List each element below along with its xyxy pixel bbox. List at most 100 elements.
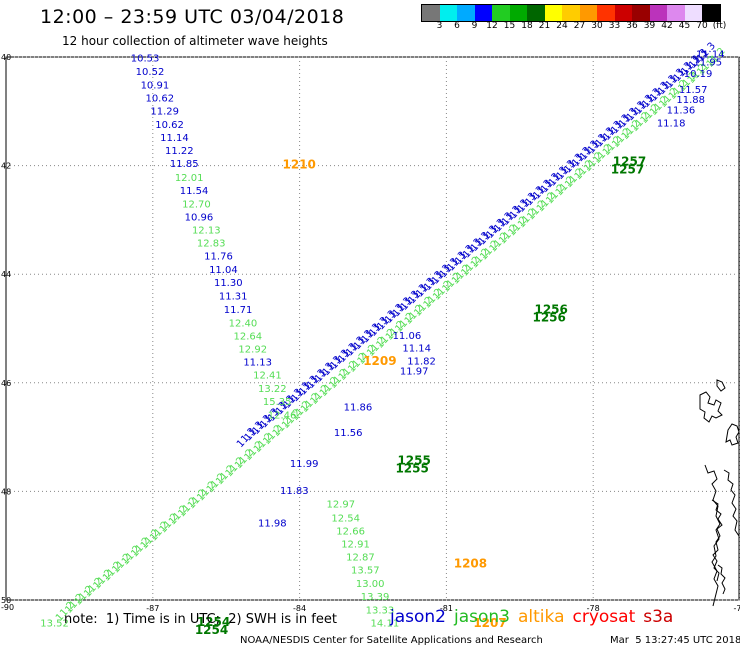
chart-subtitle: 12 hour collection of altimeter wave hei…	[62, 34, 328, 48]
jason3-point-label: 13.39	[361, 592, 390, 603]
jason3-point-label: 13.33	[366, 606, 395, 617]
jason3-point-label: 12.41	[253, 370, 282, 381]
jason2-point-label: 11.95	[694, 58, 723, 69]
jason2-point-label: 11.86	[344, 402, 373, 413]
jason2-point-label: 11.85	[170, 159, 199, 170]
x-tick-label: -87	[146, 604, 159, 613]
jason2-point-label: 10.53	[131, 53, 160, 64]
color-swatch-3	[474, 5, 492, 21]
jason2-point-label: 11.13	[243, 357, 272, 368]
color-swatch-4	[492, 5, 510, 21]
x-tick-label: -75	[733, 604, 740, 613]
color-tick-label: 42	[661, 21, 673, 31]
color-swatch-7	[544, 5, 562, 21]
jason3-point-label: 12.91	[341, 539, 370, 550]
satellite-legend: jason2 jason3 altika cryosat s3a	[390, 607, 681, 627]
color-tick-label: 18	[521, 21, 533, 31]
color-scale-bar	[421, 4, 721, 22]
color-swatch-0	[422, 5, 440, 21]
color-tick-label: (ft)	[712, 21, 727, 31]
color-tick-label: 12	[486, 21, 498, 31]
color-tick-label: 30	[591, 21, 603, 31]
jason3-point-label: 13.00	[356, 579, 385, 590]
color-tick-label: 27	[573, 21, 586, 31]
jason2-point-label: 11.82	[407, 356, 436, 367]
jason3-point-label: 12.40	[229, 318, 258, 329]
y-tick-label: 46	[1, 379, 11, 388]
jason2-point-label: 11.18	[657, 119, 686, 130]
jason2-point-label: 11.98	[258, 519, 287, 530]
y-tick-label: 44	[1, 270, 11, 279]
jason2-point-label: 11.54	[180, 186, 209, 197]
y-tick-label: 48	[1, 487, 11, 496]
jason3-tracks-point-label: 1254	[197, 615, 230, 629]
jason3-point-label: 12.46	[268, 411, 297, 422]
color-tick-label: 15	[503, 21, 516, 31]
jason2-point-label: 11.99	[290, 459, 319, 470]
jason3-point-label: 13.57	[351, 565, 380, 576]
jason2-point-label: 11.88	[676, 95, 705, 106]
jason3-tracks-point-label-shadow: 1256	[532, 310, 565, 324]
chart-title: 12:00 – 23:59 UTC 03/04/2018	[40, 6, 345, 28]
color-swatch-10	[597, 5, 615, 21]
coastline-outline	[699, 379, 740, 607]
jason2-point-label: 11.06	[393, 331, 422, 342]
color-tick-label: 24	[556, 21, 568, 31]
color-swatch-9	[579, 5, 597, 21]
jason2-point-label: 10.62	[145, 94, 174, 105]
jason3-point-label: 13.22	[258, 384, 287, 395]
plot-frame	[5, 56, 740, 601]
jason2-point-label: 11.36	[667, 105, 696, 116]
color-tick-label: 70	[696, 21, 708, 31]
jason2-point-label: 11.14	[160, 133, 189, 144]
altika-point-label: 1209	[363, 354, 396, 368]
units-note: note: 1) Time is in UTC; 2) SWH is in fe…	[64, 612, 337, 627]
color-tick-label: 6	[454, 21, 460, 31]
jason2-point-label: 11.14	[696, 50, 725, 61]
color-swatch-11	[614, 5, 632, 21]
jason3-point-label: 12.66	[336, 526, 365, 537]
color-swatch-15	[684, 5, 702, 21]
jason2-point-label: 11.57	[679, 85, 708, 96]
color-swatch-14	[667, 5, 685, 21]
jason3-point-label: 14.11	[371, 619, 400, 630]
jason2-point-label: 11.22	[165, 146, 194, 157]
x-tick-label: -81	[440, 604, 453, 613]
jason3-point-label: 12.83	[197, 239, 226, 250]
jason3-point-label: 12.13	[192, 225, 221, 236]
color-swatch-13	[649, 5, 667, 21]
jason3-tracks-point-label-shadow: 1255	[395, 461, 428, 475]
jason3-point-label: 12.54	[331, 513, 360, 524]
corner-tick-label: -90	[1, 603, 14, 612]
y-tick-label: 50	[1, 596, 11, 605]
jason2-point-label: 11.30	[214, 278, 243, 289]
color-swatch-12	[632, 5, 650, 21]
color-swatch-8	[562, 5, 580, 21]
jason2-point-label: 11.71	[224, 305, 253, 316]
x-tick-label: -78	[587, 604, 600, 613]
jason2-point-label: 10.96	[185, 212, 214, 223]
jason3-tracks-point-label: 1257	[613, 155, 646, 169]
color-tick-label: 21	[538, 21, 551, 31]
y-tick-label: 42	[1, 162, 11, 171]
jason3-point-label: 12.64	[234, 331, 263, 342]
jason3-point-label: 12.92	[238, 344, 267, 355]
jason3-point-label: 13.52	[40, 619, 69, 630]
jason3-point-label: 12.87	[346, 552, 375, 563]
footer-credit: NOAA/NESDIS Center for Satellite Applica…	[240, 635, 543, 646]
grid-lines: -87 -84 -81 -78 -75 40 42 44 46 48 50-90	[1, 53, 740, 613]
color-swatch-1	[439, 5, 457, 21]
jason2-point-label: 10.62	[155, 120, 184, 131]
altika-point-label: 1208	[454, 556, 487, 570]
jason3-tracks-point-label-shadow: 1254	[195, 623, 228, 637]
jason3-tracks-point-label: 1256	[534, 302, 567, 316]
jason2-point-label: 11.97	[400, 367, 429, 378]
jason2-point-label: 11.04	[209, 265, 238, 276]
jason2-point-label: 10.91	[141, 80, 170, 91]
x-tick-label: -84	[293, 604, 306, 613]
color-tick-label: 3	[436, 21, 443, 31]
jason2-point-label: 10.19	[684, 69, 713, 80]
color-swatch-6	[527, 5, 545, 21]
legend-jason3: jason3	[454, 607, 510, 627]
